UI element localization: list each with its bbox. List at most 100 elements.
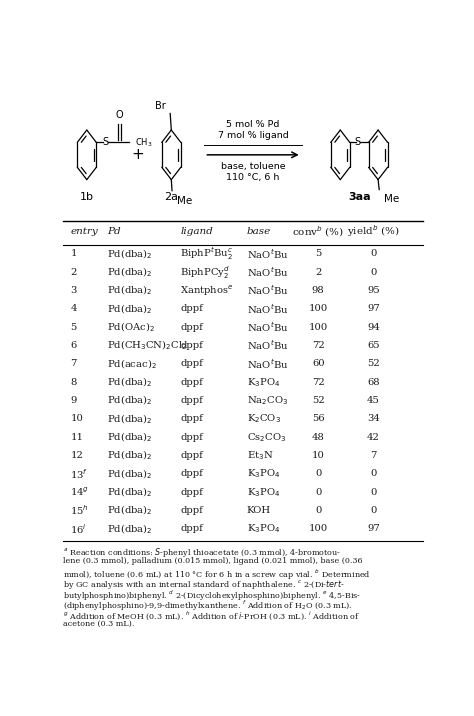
Text: dppf: dppf bbox=[181, 488, 203, 497]
Text: 10: 10 bbox=[70, 415, 83, 423]
Text: dppf: dppf bbox=[181, 470, 203, 478]
Text: 2: 2 bbox=[70, 268, 77, 276]
Text: dppf: dppf bbox=[181, 415, 203, 423]
Text: K$_3$PO$_4$: K$_3$PO$_4$ bbox=[246, 468, 280, 480]
Text: 2: 2 bbox=[315, 268, 321, 276]
Text: Pd(dba)$_2$: Pd(dba)$_2$ bbox=[107, 449, 153, 463]
Text: by GC analysis with an internal standard of naphthalene. $^c$ 2-(Di-$\mathit{ter: by GC analysis with an internal standard… bbox=[63, 578, 345, 591]
Text: 94: 94 bbox=[367, 323, 380, 332]
Text: KOH: KOH bbox=[246, 506, 271, 515]
Text: Pd(dba)$_2$: Pd(dba)$_2$ bbox=[107, 412, 153, 425]
Text: NaO$^t$Bu: NaO$^t$Bu bbox=[246, 320, 288, 334]
Text: 100: 100 bbox=[309, 304, 328, 314]
Text: $^a$ Reaction conditions: $S$-phenyl thioacetate (0.3 mmol), 4-bromotou-: $^a$ Reaction conditions: $S$-phenyl thi… bbox=[63, 546, 341, 559]
Text: Et$_3$N: Et$_3$N bbox=[246, 449, 273, 462]
Text: 5: 5 bbox=[315, 249, 321, 258]
Text: lene (0.3 mmol), palladium (0.015 mmol), ligand (0.021 mmol), base (0.36: lene (0.3 mmol), palladium (0.015 mmol),… bbox=[63, 557, 363, 565]
Text: 3: 3 bbox=[70, 286, 77, 295]
Text: 0: 0 bbox=[315, 470, 321, 478]
Text: S: S bbox=[102, 137, 109, 147]
Text: Pd(OAc)$_2$: Pd(OAc)$_2$ bbox=[107, 320, 155, 334]
Text: (diphenylphosphino)-9,9-dimethylxanthene. $^f$ Addition of H$_2$O (0.3 mL).: (diphenylphosphino)-9,9-dimethylxanthene… bbox=[63, 599, 352, 613]
Text: 110 °C, 6 h: 110 °C, 6 h bbox=[227, 173, 280, 183]
Text: Pd(dba)$_2$: Pd(dba)$_2$ bbox=[107, 503, 153, 517]
Text: Pd(dba)$_2$: Pd(dba)$_2$ bbox=[107, 394, 153, 407]
Text: 95: 95 bbox=[367, 286, 380, 295]
Text: dppf: dppf bbox=[181, 432, 203, 442]
Text: S: S bbox=[355, 137, 361, 147]
Text: 9: 9 bbox=[70, 396, 77, 405]
Text: 6: 6 bbox=[70, 341, 76, 350]
Text: Pd(CH$_3$CN)$_2$Cl$_2$: Pd(CH$_3$CN)$_2$Cl$_2$ bbox=[107, 339, 187, 352]
Text: 52: 52 bbox=[367, 359, 380, 368]
Text: 3aa: 3aa bbox=[348, 192, 371, 202]
Text: 0: 0 bbox=[370, 268, 376, 276]
Text: 48: 48 bbox=[312, 432, 325, 442]
Text: 72: 72 bbox=[312, 377, 325, 387]
Text: dppf: dppf bbox=[181, 451, 203, 460]
Text: Br: Br bbox=[155, 102, 166, 111]
Text: Pd(dba)$_2$: Pd(dba)$_2$ bbox=[107, 284, 153, 297]
Text: O: O bbox=[116, 110, 123, 120]
Text: 0: 0 bbox=[370, 249, 376, 258]
Text: dppf: dppf bbox=[181, 377, 203, 387]
Text: Xantphos$^e$: Xantphos$^e$ bbox=[181, 284, 234, 298]
Text: $^g$ Addition of MeOH (0.3 mL). $^h$ Addition of $i$-PrOH (0.3 mL). $^i$ Additio: $^g$ Addition of MeOH (0.3 mL). $^h$ Add… bbox=[63, 609, 360, 622]
Text: 0: 0 bbox=[315, 488, 321, 497]
Text: NaO$^t$Bu: NaO$^t$Bu bbox=[246, 357, 288, 371]
Text: +: + bbox=[132, 147, 145, 163]
Text: 12: 12 bbox=[70, 451, 83, 460]
Text: dppf: dppf bbox=[181, 304, 203, 314]
Text: K$_3$PO$_4$: K$_3$PO$_4$ bbox=[246, 485, 280, 498]
Text: 11: 11 bbox=[70, 432, 83, 442]
Text: Pd: Pd bbox=[107, 227, 120, 236]
Text: Pd(acac)$_2$: Pd(acac)$_2$ bbox=[107, 357, 157, 371]
Text: Me: Me bbox=[177, 195, 192, 205]
Text: NaO$^t$Bu: NaO$^t$Bu bbox=[246, 339, 288, 352]
Text: dppf: dppf bbox=[181, 323, 203, 332]
Text: K$_3$PO$_4$: K$_3$PO$_4$ bbox=[246, 376, 280, 389]
Text: 97: 97 bbox=[367, 524, 380, 533]
Text: dppf: dppf bbox=[181, 396, 203, 405]
Text: BiphPCy$_2^d$: BiphPCy$_2^d$ bbox=[181, 263, 230, 281]
Text: 60: 60 bbox=[312, 359, 325, 368]
Text: dppf: dppf bbox=[181, 359, 203, 368]
Text: 8: 8 bbox=[70, 377, 77, 387]
Text: 97: 97 bbox=[367, 304, 380, 314]
Text: 16$^i$: 16$^i$ bbox=[70, 522, 87, 536]
Text: mmol), toluene (0.6 mL) at 110 °C for 6 h in a screw cap vial. $^b$ Determined: mmol), toluene (0.6 mL) at 110 °C for 6 … bbox=[63, 567, 371, 581]
Text: 1b: 1b bbox=[80, 192, 94, 202]
Text: NaO$^t$Bu: NaO$^t$Bu bbox=[246, 247, 288, 261]
Text: base, toluene: base, toluene bbox=[221, 163, 285, 171]
Text: Pd(dba)$_2$: Pd(dba)$_2$ bbox=[107, 302, 153, 316]
Text: 2a: 2a bbox=[164, 192, 178, 202]
Text: 56: 56 bbox=[312, 415, 325, 423]
Text: Pd(dba)$_2$: Pd(dba)$_2$ bbox=[107, 467, 153, 480]
Text: 65: 65 bbox=[367, 341, 380, 350]
Text: Pd(dba)$_2$: Pd(dba)$_2$ bbox=[107, 266, 153, 279]
Text: 5: 5 bbox=[70, 323, 77, 332]
Text: 34: 34 bbox=[367, 415, 380, 423]
Text: 7: 7 bbox=[370, 451, 376, 460]
Text: 0: 0 bbox=[370, 470, 376, 478]
Text: 0: 0 bbox=[370, 488, 376, 497]
Text: yield$^b$ (%): yield$^b$ (%) bbox=[347, 223, 400, 239]
Text: 10: 10 bbox=[312, 451, 325, 460]
Text: 52: 52 bbox=[312, 396, 325, 405]
Text: 98: 98 bbox=[312, 286, 325, 295]
Text: 0: 0 bbox=[370, 506, 376, 515]
Text: Me: Me bbox=[383, 195, 399, 205]
Text: 7 mol % ligand: 7 mol % ligand bbox=[218, 131, 288, 140]
Text: dppf: dppf bbox=[181, 524, 203, 533]
Text: Pd(dba)$_2$: Pd(dba)$_2$ bbox=[107, 247, 153, 261]
Text: 4: 4 bbox=[70, 304, 77, 314]
Text: 100: 100 bbox=[309, 524, 328, 533]
Text: Pd(dba)$_2$: Pd(dba)$_2$ bbox=[107, 485, 153, 499]
Text: 45: 45 bbox=[367, 396, 380, 405]
Text: NaO$^t$Bu: NaO$^t$Bu bbox=[246, 266, 288, 279]
Text: Na$_2$CO$_3$: Na$_2$CO$_3$ bbox=[246, 394, 288, 407]
Text: 68: 68 bbox=[367, 377, 380, 387]
Text: Pd(dba)$_2$: Pd(dba)$_2$ bbox=[107, 430, 153, 444]
Text: CH$_3$: CH$_3$ bbox=[135, 136, 153, 149]
Text: dppf: dppf bbox=[181, 341, 203, 350]
